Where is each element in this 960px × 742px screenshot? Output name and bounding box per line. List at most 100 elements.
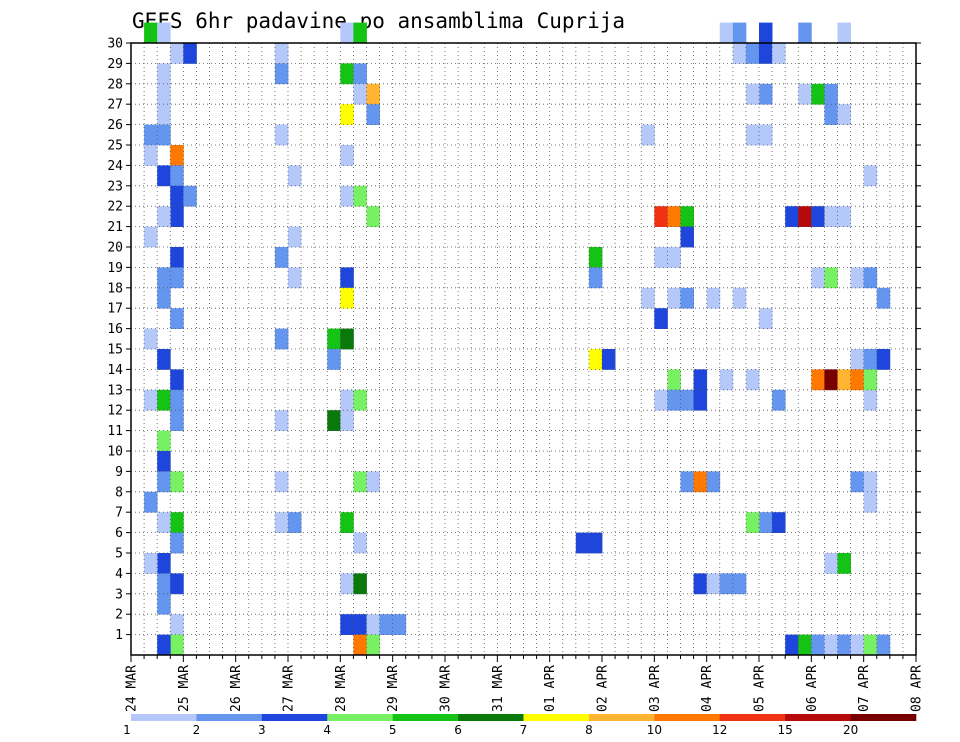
heatmap-cell: [274, 328, 289, 350]
heatmap-cell: [772, 389, 786, 411]
heatmap-cell: [759, 124, 773, 146]
heatmap-cell: [157, 573, 171, 595]
heatmap-cell: [170, 308, 184, 329]
heatmap-cell: [693, 389, 708, 411]
heatmap-cell: [288, 226, 302, 248]
heatmap-cell: [170, 634, 184, 656]
x-tick-label: 25 MAR: [177, 665, 192, 712]
x-tick-label: 07 APR: [857, 665, 872, 712]
heatmap-cell: [157, 22, 171, 44]
y-tick-label: 8: [115, 485, 123, 500]
heatmap-cell: [798, 83, 812, 105]
x-tick-label: 29 MAR: [386, 665, 401, 712]
heatmap-cell: [745, 369, 760, 391]
heatmap-cell: [288, 267, 302, 289]
x-tick-label: 08 APR: [910, 665, 925, 712]
heatmap-cell: [340, 104, 354, 125]
heatmap-cell: [157, 63, 171, 85]
heatmap-cell: [863, 634, 878, 656]
heatmap-cell: [654, 206, 668, 227]
colorbar-label: 7: [520, 723, 528, 737]
heatmap-cell: [732, 22, 747, 44]
heatmap-cell: [157, 471, 171, 493]
heatmap-cell: [170, 369, 184, 391]
x-tick-label: 04 APR: [700, 665, 715, 712]
heatmap-cell: [144, 328, 158, 350]
heatmap-cell: [654, 389, 668, 411]
heatmap-cell: [170, 512, 184, 533]
heatmap-cell: [157, 287, 171, 309]
x-axis: 24 MAR 25 MAR 26 MAR 27 MAR 28 MAR 29 MAR 30 M…: [125, 655, 925, 712]
heatmap-cell: [157, 124, 171, 146]
heatmap-cell: [353, 573, 367, 595]
heatmap-cell: [706, 573, 721, 595]
colorbar-swatch: [392, 714, 459, 721]
heatmap-cell: [353, 471, 367, 493]
heatmap-cell: [824, 83, 838, 105]
heatmap-cell: [824, 206, 838, 227]
y-tick-label: 14: [107, 363, 123, 378]
heatmap-cell: [157, 512, 171, 533]
colorbar-swatch: [458, 714, 524, 721]
y-tick-label: 25: [107, 139, 123, 154]
heatmap-cell: [353, 185, 367, 207]
colorbar-label: 4: [323, 723, 331, 737]
colorbar-swatch: [131, 714, 197, 721]
x-tick-label: 27 MAR: [282, 665, 297, 712]
y-tick-label: 7: [115, 506, 123, 521]
colorbar-label: 5: [389, 723, 397, 737]
heatmap-cell: [144, 124, 158, 146]
heatmap-cell: [170, 145, 184, 166]
colorbar-label: 15: [778, 723, 793, 737]
heatmap-cell: [340, 328, 354, 350]
y-tick-label: 5: [115, 547, 123, 562]
heatmap-cell: [876, 287, 891, 309]
heatmap-cell: [340, 185, 354, 207]
heatmap-cell: [170, 614, 184, 635]
heatmap-cell: [667, 247, 681, 268]
heatmap-cell: [340, 614, 354, 635]
heatmap-cell: [837, 634, 851, 656]
heatmap-cells: [144, 22, 891, 656]
y-tick-label: 26: [107, 118, 123, 133]
heatmap-cell: [863, 349, 878, 370]
y-tick-label: 2: [115, 608, 123, 623]
colorbar-swatch: [327, 714, 393, 721]
heatmap-cell: [824, 553, 838, 574]
heatmap-cell: [732, 43, 747, 64]
heatmap-cell: [798, 634, 812, 656]
heatmap-cell: [170, 206, 184, 227]
heatmap-cell: [745, 512, 760, 533]
heatmap-cell: [157, 349, 171, 370]
heatmap-cell: [772, 43, 786, 64]
colorbar-swatch: [785, 714, 851, 721]
heatmap-cell: [144, 226, 158, 248]
heatmap-cell: [641, 287, 655, 309]
heatmap-cell: [183, 43, 197, 64]
heatmap-cell: [170, 165, 184, 187]
y-tick-label: 27: [107, 98, 123, 113]
heatmap-cell: [327, 410, 341, 431]
heatmap-cell: [170, 532, 184, 554]
x-tick-label: 02 APR: [596, 665, 611, 712]
y-tick-label: 20: [107, 241, 123, 256]
heatmap-cell: [353, 83, 367, 105]
heatmap-cell: [719, 369, 734, 391]
heatmap-cell: [366, 83, 380, 105]
x-tick-label: 03 APR: [648, 665, 663, 712]
colorbar-swatch: [588, 714, 655, 721]
heatmap-cell: [366, 104, 380, 125]
heatmap-cell: [340, 287, 354, 309]
y-tick-label: 3: [115, 587, 123, 602]
y-tick-label: 28: [107, 77, 123, 92]
heatmap-cell: [366, 471, 380, 493]
heatmap-cell: [863, 165, 878, 187]
heatmap-cell: [706, 287, 721, 309]
heatmap-cell: [157, 553, 171, 574]
colorbar-label: 12: [712, 723, 727, 737]
heatmap-cell: [340, 145, 354, 166]
heatmap-cell: [170, 43, 184, 64]
heatmap-cell: [759, 43, 773, 64]
heatmap-cell: [850, 369, 865, 391]
heatmap-cell: [863, 491, 878, 513]
